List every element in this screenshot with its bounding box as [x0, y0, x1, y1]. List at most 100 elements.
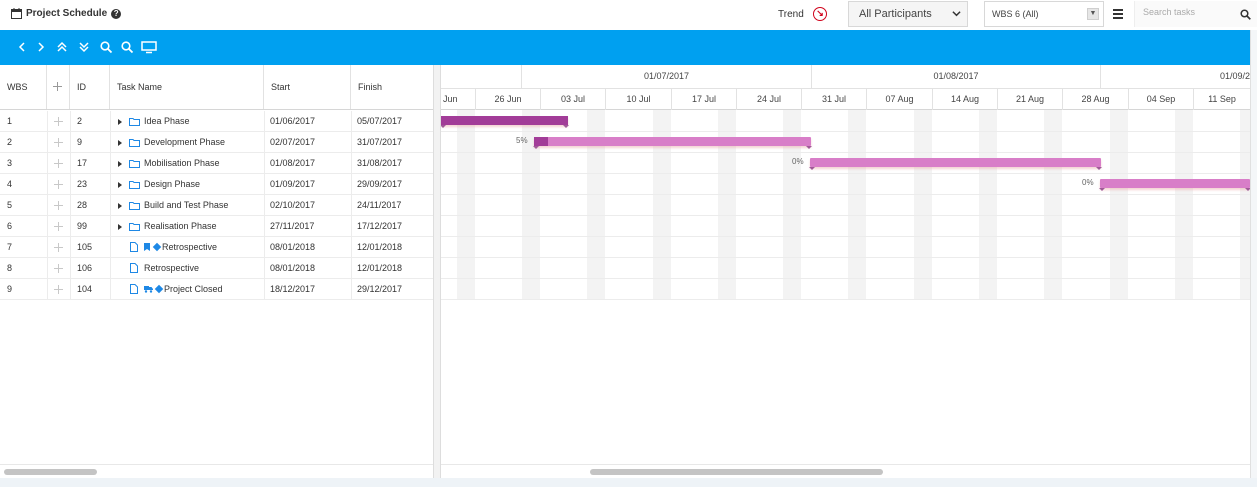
- wbs-cell: 2: [7, 137, 13, 147]
- column-header-add[interactable]: [47, 65, 70, 109]
- start-date-cell: 01/09/2017: [270, 179, 316, 189]
- participants-select-value: All Participants: [859, 8, 932, 20]
- gantt-bar[interactable]: [441, 116, 569, 128]
- table-row[interactable]: 5 28 Build and Test Phase 02/10/2017 24/11/2…: [0, 195, 433, 216]
- table-row[interactable]: 9 104 Project Closed 18/12/2017 29/12/2017: [0, 279, 433, 300]
- arrow-left-icon[interactable]: [15, 40, 29, 54]
- panel-splitter[interactable]: [433, 65, 441, 478]
- expand-arrow-icon[interactable]: [118, 140, 122, 146]
- menu-icon[interactable]: [1113, 9, 1123, 19]
- table-row[interactable]: 8 106 Retrospective 08/01/2018 12/01/2018: [0, 258, 433, 279]
- gantt-bar[interactable]: [809, 158, 1102, 170]
- finish-date-cell: 24/11/2017: [357, 200, 402, 210]
- grid-scrollbar-thumb[interactable]: [4, 469, 97, 475]
- week-header: 21 Aug: [997, 89, 1062, 110]
- finish-date-cell: 29/12/2017: [357, 284, 403, 294]
- plus-icon[interactable]: [54, 264, 63, 273]
- gantt-bar-end-marker: [441, 125, 446, 128]
- collapse-all-icon[interactable]: [55, 40, 69, 54]
- start-date-cell: 01/08/2017: [270, 158, 316, 168]
- top-header: Project Schedule ? Trend ↘ All Participa…: [0, 0, 1257, 30]
- weekend-stripe: [718, 110, 736, 300]
- week-header: 26 Jun: [475, 89, 540, 110]
- id-cell: 104: [77, 284, 93, 294]
- gantt-bar-end-marker: [563, 125, 569, 128]
- weekend-stripe: [457, 110, 475, 300]
- plus-icon[interactable]: [54, 201, 63, 210]
- finish-date-cell: 17/12/2017: [357, 221, 403, 231]
- document-icon: [130, 242, 138, 252]
- column-header-id[interactable]: ID: [70, 65, 110, 109]
- expand-all-icon[interactable]: [77, 40, 91, 54]
- task-name-cell: Retrospective: [162, 242, 218, 252]
- search-input[interactable]: [1143, 7, 1233, 17]
- finish-date-cell: 12/01/2018: [357, 263, 403, 273]
- weekend-stripe: [587, 110, 605, 300]
- gantt-row-line: [441, 236, 1250, 237]
- expand-arrow-icon[interactable]: [118, 203, 122, 209]
- table-row[interactable]: 4 23 Design Phase 01/09/2017 29/09/2017: [0, 174, 433, 195]
- column-header-task-name[interactable]: Task Name: [110, 65, 264, 109]
- participants-select[interactable]: All Participants: [848, 1, 968, 27]
- expand-arrow-icon[interactable]: [118, 161, 122, 167]
- id-cell: 105: [77, 242, 93, 252]
- task-name-cell: Retrospective: [144, 263, 200, 273]
- expand-arrow-icon[interactable]: [118, 224, 122, 230]
- gantt-scrollbar-thumb[interactable]: [590, 469, 883, 475]
- plus-icon[interactable]: [54, 159, 63, 168]
- column-header-finish[interactable]: Finish: [358, 82, 383, 92]
- zoom-in-icon[interactable]: [99, 40, 113, 54]
- arrow-right-icon[interactable]: [34, 40, 48, 54]
- weekend-stripe: [1175, 110, 1193, 300]
- wbs-cell: 9: [7, 284, 13, 294]
- week-header: 10 Jul: [605, 89, 671, 110]
- expand-arrow-icon[interactable]: [118, 119, 122, 125]
- finish-date-cell: 31/08/2017: [357, 158, 403, 168]
- plus-icon[interactable]: [54, 243, 63, 252]
- table-row[interactable]: 7 105 Retrospective 08/01/2018 12/01/2018: [0, 237, 433, 258]
- table-row[interactable]: 6 99 Realisation Phase 27/11/2017 17/12/2017: [0, 216, 433, 237]
- week-header: 11 Sep: [1193, 89, 1250, 110]
- month-header: 01/07/2017: [521, 65, 811, 89]
- wbs-cell: 4: [7, 179, 13, 189]
- table-row[interactable]: 3 17 Mobilisation Phase 01/08/2017 31/08/201…: [0, 153, 433, 174]
- wbs-filter-select[interactable]: WBS 6 (All) ▼: [984, 1, 1104, 27]
- help-icon[interactable]: ?: [111, 8, 122, 19]
- search-box: [1134, 1, 1257, 27]
- bottom-bar: [0, 478, 1257, 487]
- plus-icon[interactable]: [54, 138, 63, 147]
- gantt-horizontal-scrollbar[interactable]: [441, 464, 1250, 478]
- gantt-row-line: [441, 257, 1250, 258]
- week-header: 28 Aug: [1062, 89, 1128, 110]
- gantt-row-line: [441, 299, 1250, 300]
- week-header: 17 Jul: [671, 89, 736, 110]
- gantt-bar-end-marker: [806, 146, 812, 149]
- table-row[interactable]: 1 2 Idea Phase 01/06/2017 05/07/2017: [0, 111, 433, 132]
- plus-icon[interactable]: [54, 285, 63, 294]
- truck-icon: [144, 286, 153, 293]
- gantt-bar[interactable]: [533, 137, 812, 149]
- column-header-start[interactable]: Start: [264, 65, 351, 109]
- table-row[interactable]: 2 9 Development Phase 02/07/2017 31/07/2017: [0, 132, 433, 153]
- task-name-cell: Project Closed: [164, 284, 223, 294]
- finish-date-cell: 31/07/2017: [357, 137, 403, 147]
- plus-icon[interactable]: [54, 222, 63, 231]
- plus-icon[interactable]: [54, 117, 63, 126]
- flag-icon: [144, 243, 150, 251]
- week-header: Jun: [443, 94, 458, 104]
- weekend-stripe: [914, 110, 932, 300]
- monitor-icon[interactable]: [141, 40, 157, 54]
- expand-arrow-icon[interactable]: [118, 182, 122, 188]
- trend-down-icon[interactable]: ↘: [813, 7, 827, 21]
- grid-horizontal-scrollbar[interactable]: [0, 464, 433, 478]
- zoom-out-icon[interactable]: [120, 40, 134, 54]
- plus-icon[interactable]: [54, 180, 63, 189]
- week-header: 24 Jul: [736, 89, 801, 110]
- column-header-wbs[interactable]: WBS: [0, 65, 47, 109]
- gantt-bar[interactable]: [1099, 179, 1250, 191]
- id-cell: 106: [77, 263, 93, 273]
- gantt-bar-end-marker: [1245, 188, 1250, 191]
- search-icon[interactable]: [1240, 9, 1251, 20]
- week-header: 31 Jul: [801, 89, 866, 110]
- page-title: Project Schedule: [26, 8, 108, 19]
